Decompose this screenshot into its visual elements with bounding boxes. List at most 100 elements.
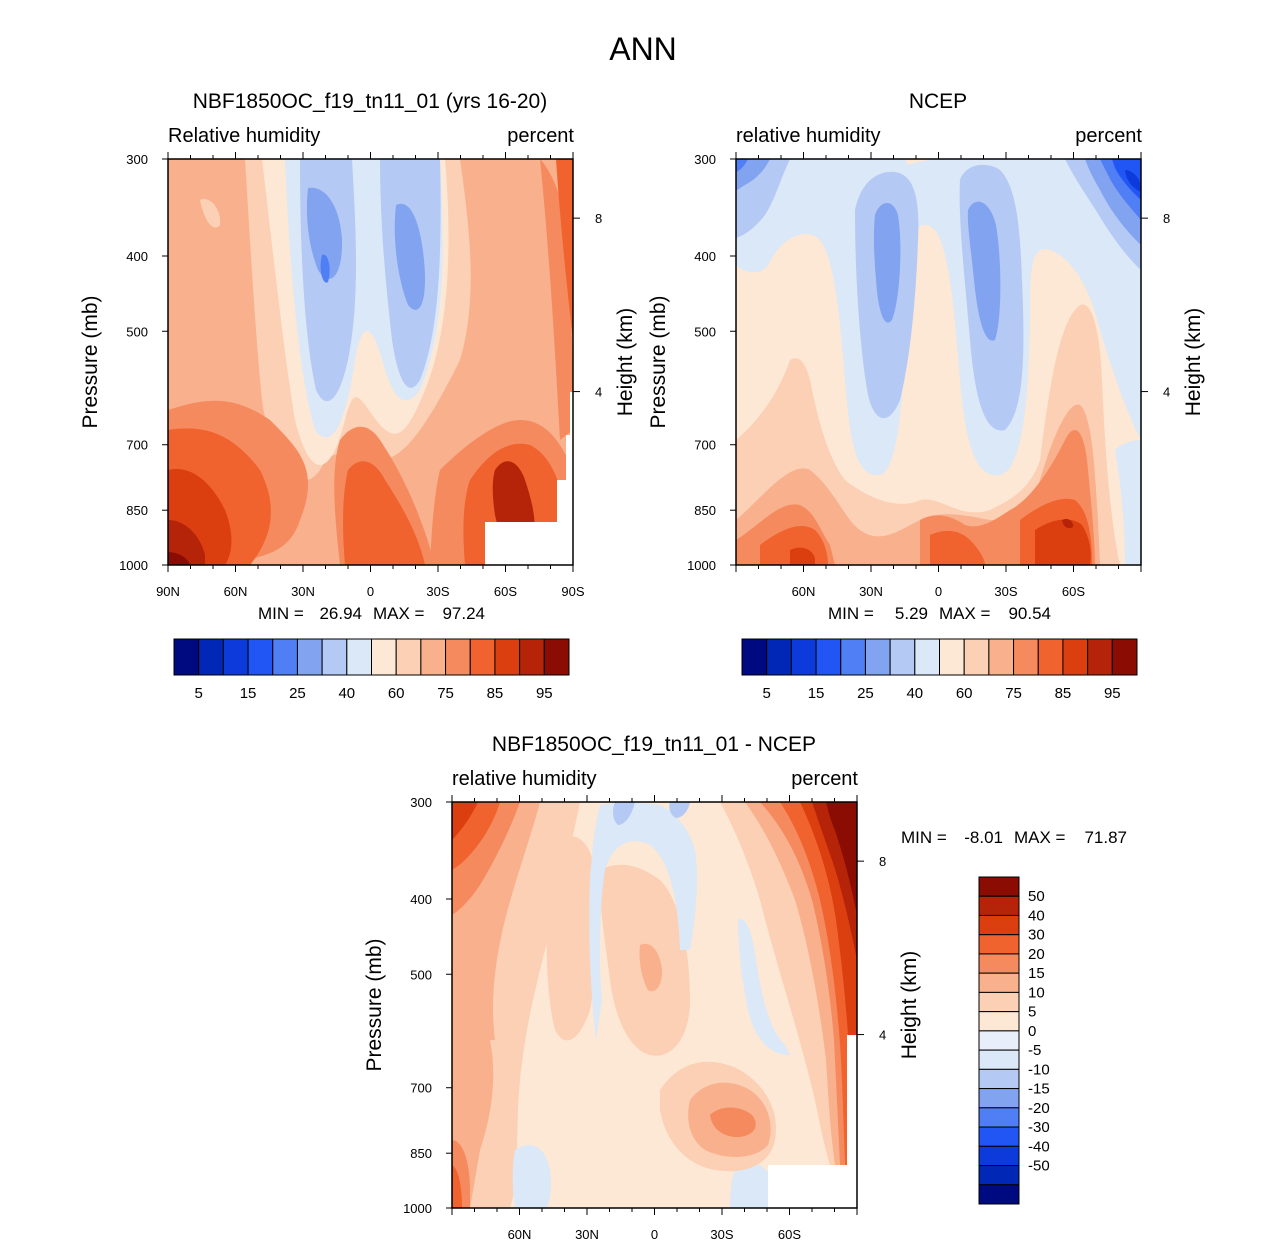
colorbar-swatch [840, 638, 866, 676]
y-tick-label: 400 [410, 892, 432, 907]
colorbar-label: 25 [857, 685, 874, 702]
colorbar-swatch [272, 638, 298, 676]
max-value: 90.54 [1008, 604, 1051, 623]
x-tick-label: 30S [426, 584, 449, 599]
max-label: MAX = [373, 604, 425, 623]
colorbar-label: 5 [195, 685, 203, 702]
min-label: MIN = [901, 828, 947, 847]
y-tick-label: 700 [126, 438, 148, 453]
contour-field [736, 159, 1141, 565]
colorbar-label: 15 [808, 685, 825, 702]
colorbar-swatch [914, 638, 940, 676]
x-tick-label: 60N [508, 1227, 532, 1242]
colorbar-swatch [346, 638, 372, 676]
height-tick-label: 8 [1163, 211, 1170, 226]
colorbar-swatch [1013, 638, 1039, 676]
max-label: MAX = [1014, 828, 1066, 847]
colorbar-label: 15 [240, 685, 257, 702]
colorbar-label: 20 [1028, 946, 1045, 963]
colorbar-label: 75 [437, 685, 454, 702]
y-tick-label: 850 [410, 1146, 432, 1161]
axis-group: 60N 30N 0 30S 60S 300 400 500 700 850 1000 8 4 [687, 152, 1170, 599]
colorbar-label: 75 [1005, 685, 1022, 702]
colorbar-swatch [978, 991, 1020, 1013]
x-tick-label: 30N [575, 1227, 599, 1242]
height-tick-label: 4 [595, 385, 602, 400]
colorbar-swatch [978, 1165, 1020, 1186]
panel-title: NBF1850OC_f19_tn11_01 - NCEP [492, 733, 816, 756]
colorbar-swatch [978, 1011, 1020, 1032]
colorbar-swatch [864, 638, 891, 676]
colorbar-label: -5 [1028, 1042, 1041, 1059]
x-tick-label: 30S [994, 584, 1017, 599]
colorbar-swatch [247, 638, 274, 676]
height-tick-label: 4 [1163, 385, 1170, 400]
y-tick-label: 300 [410, 795, 432, 810]
max-value: 71.87 [1084, 828, 1127, 847]
colorbar-swatch [469, 638, 496, 676]
variable-label: Relative humidity [168, 125, 320, 147]
max-value: 97.24 [442, 604, 485, 623]
colorbar-swatch [815, 638, 842, 676]
y-tick-label: 850 [126, 503, 148, 518]
colorbar-label: 85 [1055, 685, 1072, 702]
colorbar-label: 95 [1104, 685, 1121, 702]
colorbar-label: 40 [338, 685, 355, 702]
colorbar-label: 0 [1028, 1023, 1036, 1040]
height-tick-label: 8 [595, 211, 602, 226]
colorbar-swatch [519, 638, 545, 676]
colorbar-swatch [978, 1184, 1020, 1205]
y-tick-label: 500 [126, 324, 148, 339]
colorbar-swatch [494, 638, 521, 676]
y-tick-label: 1000 [119, 558, 148, 573]
min-value: 5.29 [895, 604, 928, 623]
max-label: MAX = [939, 604, 991, 623]
axis-group: 60N 30N 0 30S 60S 300 400 500 700 850 1000 8 4 [403, 795, 886, 1242]
colorbar-swatch [1087, 638, 1113, 676]
colorbar-label: 10 [1028, 984, 1045, 1001]
colorbar-label: 50 [1028, 888, 1045, 905]
colorbar-swatch [173, 638, 200, 676]
colorbar-swatch [978, 895, 1020, 916]
colorbar-swatch [1062, 638, 1089, 676]
x-tick-label: 0 [367, 584, 374, 599]
pressure-axis-title: Pressure (mb) [647, 295, 670, 428]
min-value: -8.01 [964, 828, 1003, 847]
x-tick-label: 30N [859, 584, 883, 599]
units-label: percent [507, 125, 574, 147]
colorbar-swatch [1111, 638, 1138, 676]
x-tick-label: 30S [710, 1227, 733, 1242]
colorbar-label: 40 [1028, 907, 1045, 924]
colorbar-swatch [741, 638, 768, 676]
colorbar-label: -30 [1028, 1119, 1050, 1136]
colorbar-swatch [963, 638, 990, 676]
y-tick-label: 300 [694, 152, 716, 167]
x-tick-label: 90N [156, 584, 180, 599]
y-tick-label: 300 [126, 152, 148, 167]
height-tick-label: 8 [879, 854, 886, 869]
colorbar-swatch [978, 1126, 1020, 1147]
contour-field [168, 159, 573, 565]
colorbar-label: 15 [1028, 965, 1045, 982]
colorbar-label: 5 [1028, 1004, 1036, 1021]
y-tick-label: 850 [694, 503, 716, 518]
min-value: 26.94 [319, 604, 362, 623]
colorbar-label: 85 [487, 685, 504, 702]
colorbar-label: -20 [1028, 1100, 1050, 1117]
axis-group: 90N 60N 30N 0 30S 60S 90S 300 400 500 700 850 1000 8 4 [119, 152, 602, 599]
colorbar-swatch [371, 638, 397, 676]
colorbar-label: 40 [906, 685, 923, 702]
colorbar-swatch [420, 638, 447, 676]
colorbar-swatch [889, 638, 916, 676]
colorbar-swatch [978, 1068, 1020, 1090]
min-label: MIN = [258, 604, 304, 623]
y-tick-label: 500 [694, 324, 716, 339]
colorbar: 5 15 25 40 60 75 85 95 [173, 638, 570, 702]
colorbar-swatch [978, 953, 1020, 974]
colorbar-swatch [978, 914, 1020, 936]
panel-title: NBF1850OC_f19_tn11_01 (yrs 16-20) [193, 90, 547, 113]
x-tick-label: 30N [291, 584, 315, 599]
variable-label: relative humidity [452, 768, 597, 790]
